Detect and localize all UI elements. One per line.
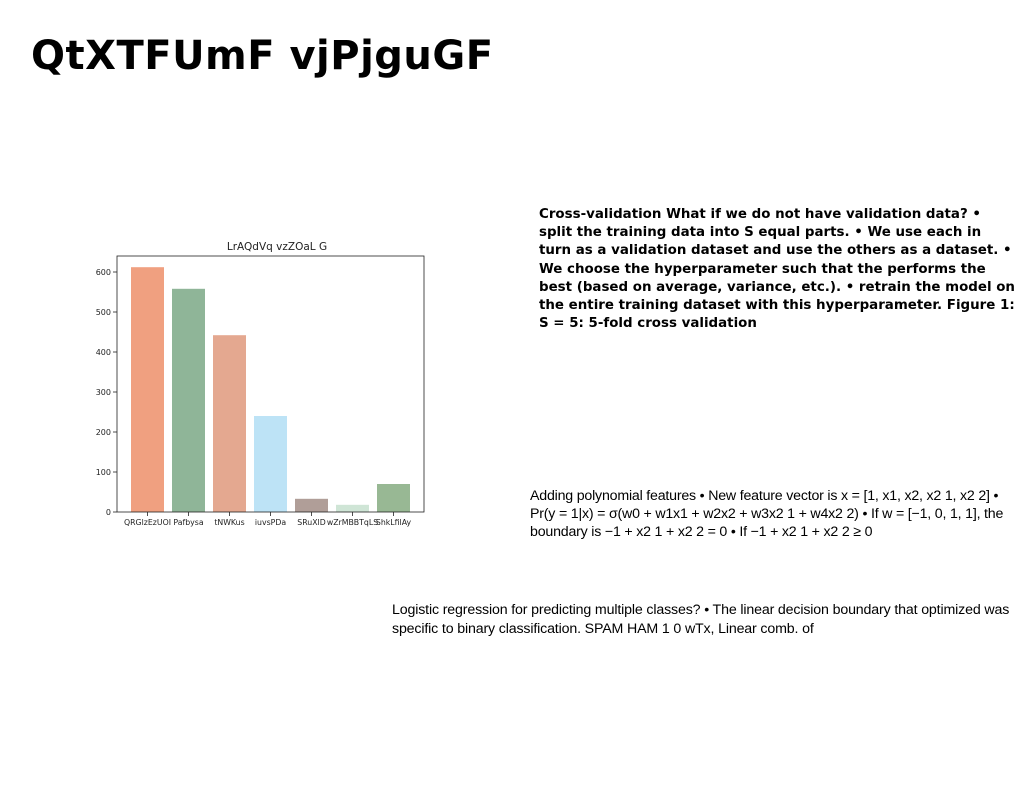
- bar-ShkLfilAy: [377, 484, 410, 512]
- bar-iuvsPDa: [254, 416, 287, 512]
- bars: [131, 267, 410, 512]
- y-tick-label: 600: [96, 268, 111, 277]
- x-tick-label: ShkLfilAy: [376, 518, 412, 527]
- x-axis: QRGlzEzUOI Pafbysa tNWKus iuvsPDa SRuXlD wZrM…: [124, 512, 412, 527]
- x-tick-label: Pafbysa: [173, 518, 203, 527]
- polynomial-features-paragraph: Adding polynomial features • New feature…: [530, 488, 1004, 541]
- bar-chart: LrAQdVq vzZOaL G 0 100 200 300 400 500 600 QRG…: [95, 236, 435, 536]
- y-tick-label: 200: [96, 428, 111, 437]
- y-tick-label: 500: [96, 308, 111, 317]
- y-tick-label: 100: [96, 468, 111, 477]
- bar-Pafbysa: [172, 288, 205, 512]
- logistic-regression-paragraph: Logistic regression for predicting multi…: [392, 602, 1010, 637]
- y-tick-label: 400: [96, 348, 111, 357]
- x-tick-label: SRuXlD: [297, 518, 325, 527]
- y-tick-label: 0: [106, 508, 111, 517]
- x-tick-label: wZrMBBTqLS: [327, 518, 378, 527]
- bar-SRuXlD: [295, 498, 328, 512]
- y-axis: 0 100 200 300 400 500 600: [96, 268, 117, 517]
- x-tick-label: iuvsPDa: [255, 518, 286, 527]
- bar-chart-svg: LrAQdVq vzZOaL G 0 100 200 300 400 500 600 QRG…: [96, 241, 425, 527]
- x-tick-label: QRGlzEzUOI: [124, 518, 171, 527]
- bar-tNWKus: [213, 335, 246, 512]
- page-title: QtXTFUmF vjPjguGF: [31, 33, 494, 79]
- y-tick-label: 300: [96, 388, 111, 397]
- cross-validation-paragraph: Cross-validation What if we do not have …: [539, 207, 1015, 332]
- x-tick-label: tNWKus: [214, 518, 244, 527]
- plot-frame: [116, 255, 425, 513]
- bar-QRGlzEzUOI: [131, 267, 164, 512]
- chart-title: LrAQdVq vzZOaL G: [227, 241, 327, 253]
- bar-wZrMBBTqLS: [336, 504, 369, 512]
